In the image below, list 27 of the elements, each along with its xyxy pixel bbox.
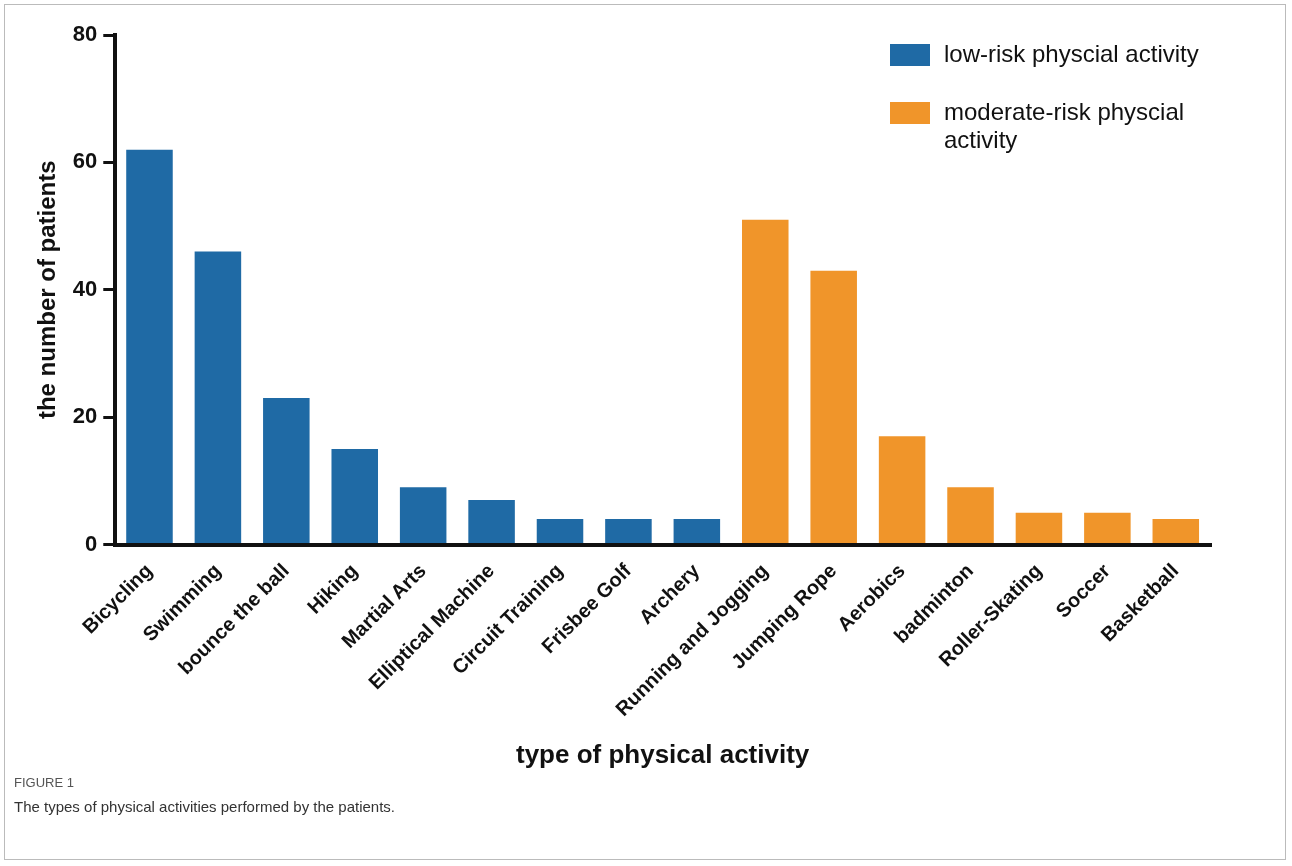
bar bbox=[947, 487, 994, 544]
caption: FIGURE 1 bbox=[14, 775, 75, 790]
bar bbox=[331, 448, 379, 544]
text: The types of physical activities performed by the patients. bbox=[14, 798, 396, 815]
bar bbox=[126, 149, 173, 544]
x-axis-title: type of physical activity bbox=[515, 738, 810, 769]
y-tick-label: 20 bbox=[72, 403, 98, 429]
y-tick-label: 60 bbox=[72, 148, 98, 174]
bar bbox=[605, 519, 652, 544]
legend-label: moderate-risk physcial activity bbox=[944, 98, 1186, 154]
bar bbox=[468, 499, 515, 544]
y-axis-title: the number of patients bbox=[33, 160, 61, 420]
legend-label: low-risk physcial activity bbox=[944, 40, 1199, 68]
y-tick-label: 40 bbox=[72, 275, 98, 301]
bar bbox=[194, 251, 242, 544]
bar bbox=[878, 436, 926, 544]
bar bbox=[810, 270, 857, 544]
bar bbox=[263, 398, 310, 544]
bar bbox=[1152, 519, 1200, 544]
y-tick-label: 80 bbox=[72, 21, 98, 47]
bar bbox=[399, 487, 447, 544]
y-tick-label: 0 bbox=[85, 530, 98, 556]
bar bbox=[1015, 512, 1063, 544]
bar bbox=[1084, 512, 1131, 544]
bar bbox=[742, 219, 789, 544]
bar bbox=[536, 519, 584, 544]
bar bbox=[673, 519, 721, 544]
